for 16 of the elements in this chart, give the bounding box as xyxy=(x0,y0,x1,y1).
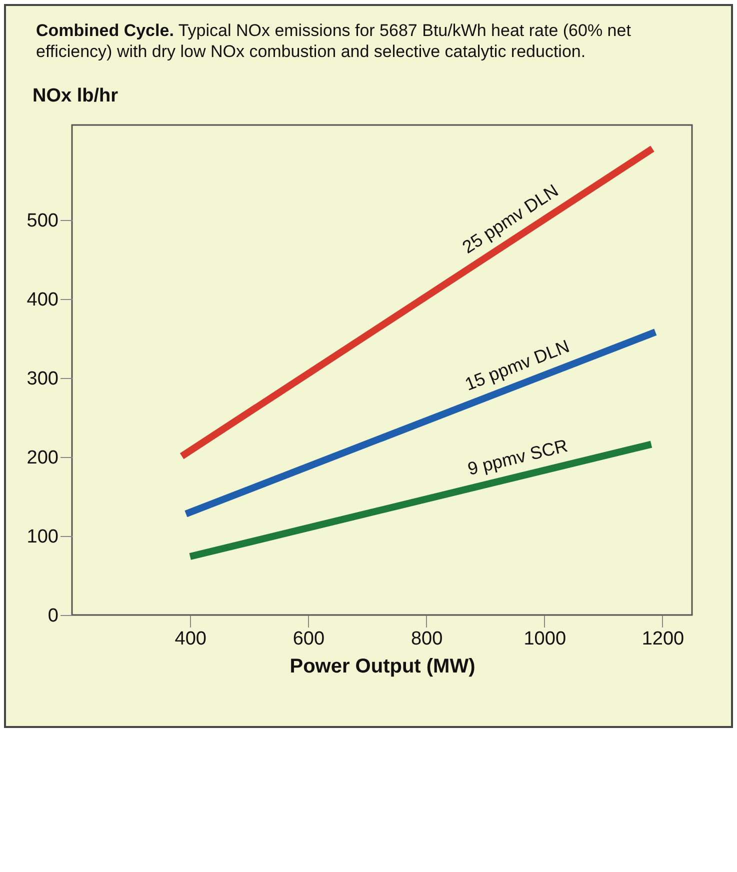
y-tick-label: 0 xyxy=(48,606,58,626)
x-tick-label: 400 xyxy=(174,628,206,650)
y-tick-label: 500 xyxy=(26,210,58,232)
x-tick-label: 1000 xyxy=(524,628,566,650)
y-tick-label: 100 xyxy=(26,526,58,548)
y-tick-label: 200 xyxy=(26,447,58,468)
chart-title: Combined Cycle. Typical NOx emissions for 5687 Btu/kWh heat rate (60% net efficiency) with dry low NOx combustion and selective catalytic reduction. xyxy=(36,20,632,62)
x-tick-label: 600 xyxy=(292,628,325,650)
y-axis-title: NOx lb/hr xyxy=(32,86,119,106)
y-tick-label: 300 xyxy=(26,368,58,390)
x-tick-label: 800 xyxy=(410,628,443,650)
x-axis-title: Power Output (MW) xyxy=(290,656,476,678)
text: 15 ppmv DLN xyxy=(462,336,572,394)
x-tick-label: 1200 xyxy=(642,628,684,650)
text: 9 ppmv SCR xyxy=(466,435,570,480)
y-tick-label: 400 xyxy=(26,289,58,310)
